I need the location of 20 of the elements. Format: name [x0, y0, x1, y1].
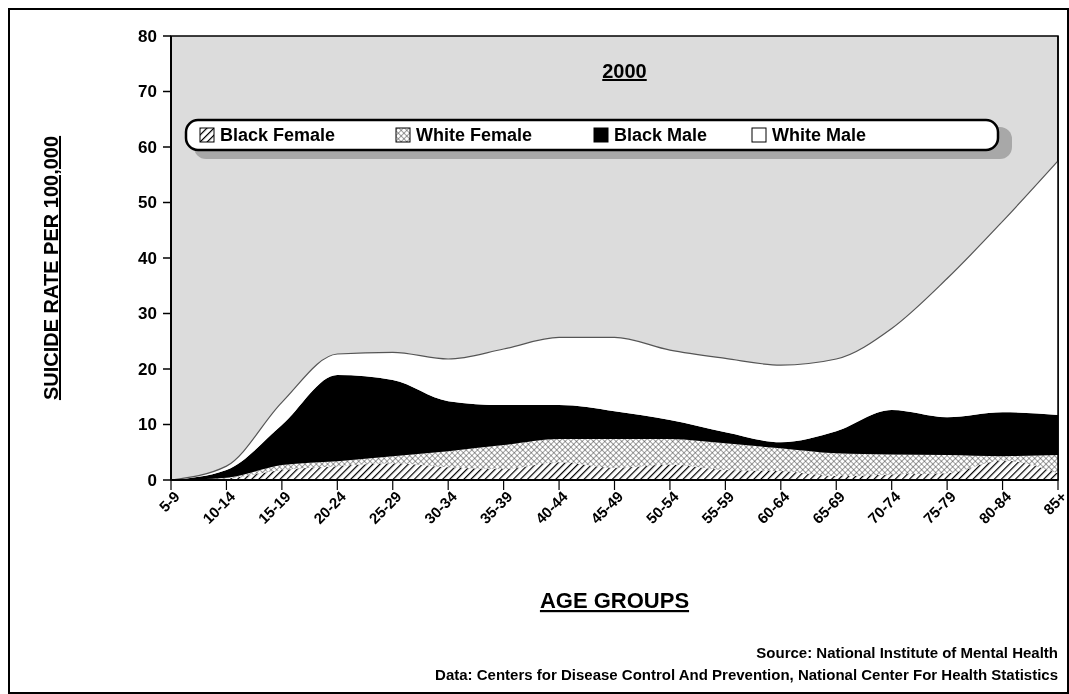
legend-label: Black Female — [220, 125, 336, 146]
legend-label: White Male — [772, 125, 867, 146]
text: Data: Centers for Disease Control And Prevention, National Center For Health Statistics — [435, 666, 1058, 683]
y-tick-label: 60 — [138, 137, 157, 157]
x-axis-title: AGE GROUPS — [539, 588, 690, 613]
source-note: Source: National Institute of Mental Health — [756, 644, 1058, 661]
legend-label: White Female — [416, 125, 533, 146]
y-axis-title: SUICIDE RATE PER 100,000 — [40, 135, 62, 401]
x-tick-label: 85+ — [1039, 487, 1069, 518]
y-tick-label: 40 — [138, 248, 157, 268]
y-tick-label: 50 — [138, 193, 157, 213]
y-tick-label: 80 — [138, 26, 157, 46]
legend-label: Black Male — [614, 125, 708, 146]
y-tick-label: 30 — [138, 304, 157, 324]
y-tick-label: 70 — [138, 82, 157, 102]
x-tick-label: 5-9 — [155, 487, 183, 516]
text: 2000 — [602, 60, 647, 82]
y-tick-label: 0 — [147, 470, 157, 490]
y-tick-label: 10 — [138, 415, 157, 435]
y-tick-label: 20 — [138, 359, 157, 379]
